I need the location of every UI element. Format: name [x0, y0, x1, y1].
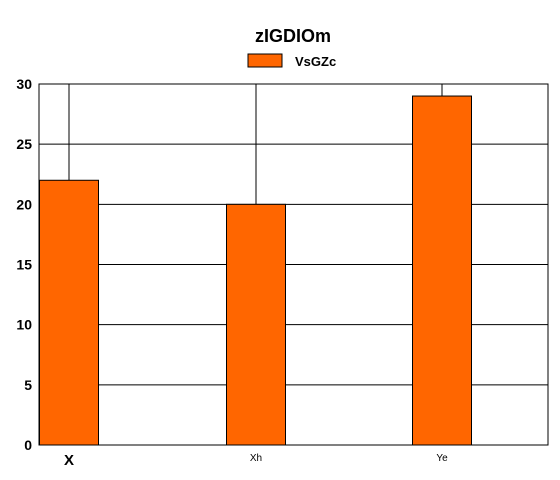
x-tick-label: Xh [250, 453, 262, 464]
y-axis-ticks: 0 5 10 15 20 25 30 [16, 76, 32, 453]
y-tick-label: 5 [24, 377, 32, 393]
chart-title: zIGDIOm [255, 26, 331, 46]
y-tick-label: 20 [16, 196, 32, 212]
y-tick-label: 15 [16, 257, 32, 273]
legend-label: VsGZc [295, 54, 336, 69]
x-axis-ticks: X Xh Ye [64, 452, 448, 469]
legend: VsGZc [247, 53, 336, 69]
y-tick-label: 0 [24, 437, 32, 453]
bar-xh [226, 203, 286, 446]
x-tick-label: Ye [436, 453, 448, 464]
bar-x [39, 179, 99, 446]
y-tick-label: 25 [16, 136, 32, 152]
plot-frame [38, 83, 549, 446]
legend-swatch [247, 53, 283, 68]
y-tick-label: 30 [16, 76, 32, 92]
bar-ye [412, 95, 472, 446]
y-tick-label: 10 [16, 317, 32, 333]
x-tick-label: X [64, 452, 74, 469]
